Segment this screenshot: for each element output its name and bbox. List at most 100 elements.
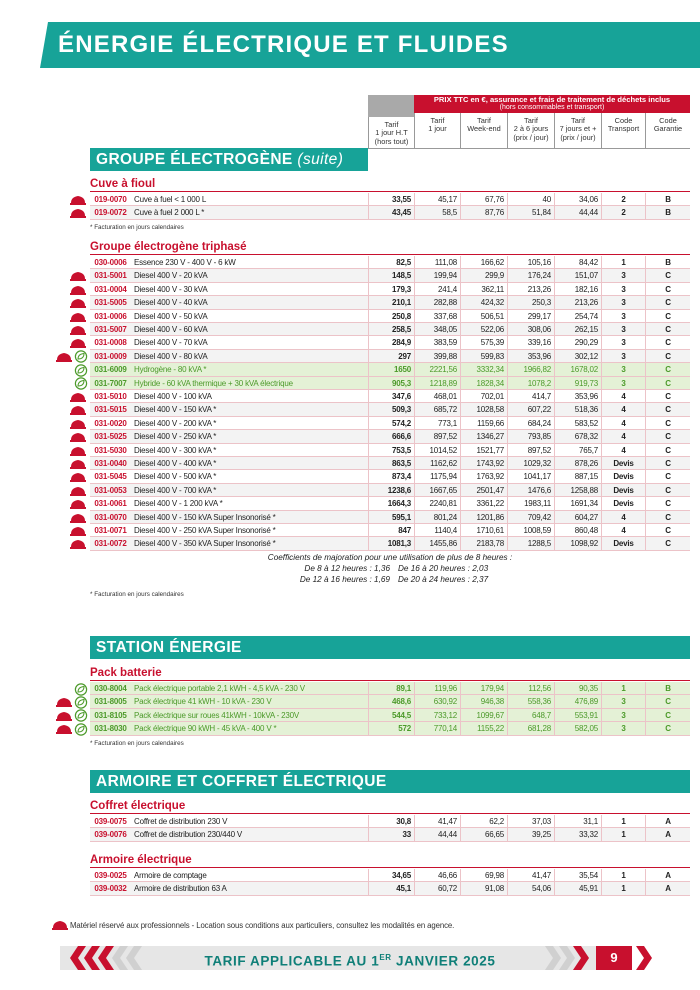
group-title: Pack batterie [90,666,690,681]
coefficient: De 20 à 24 heures : 2,37 [398,574,489,584]
price-cell: 1667,65 [414,483,460,497]
helmet-icon [70,272,86,282]
item-description: Diesel 400 V - 350 kVA Super Insonorisé … [134,539,276,549]
item-code: 031-0053 [94,485,127,495]
coefficient: De 8 à 12 heures : 1,36 [304,563,390,573]
price-cell: 33,55 [368,193,414,206]
price-cell: 33 [368,828,414,841]
price-cell: C [645,457,690,470]
price-cell: 4 [601,416,645,430]
price-cell: C [645,537,690,550]
item-code: 031-5005 [94,298,127,308]
price-header: PRIX TTC en €, assurance et frais de tra… [414,95,690,113]
tariff-text: TARIF APPLICABLE AU 1 [204,953,380,969]
table-row: 039-0075 Coffret de distribution 230 V 30,… [90,815,690,829]
column-header: Tarif 2 à 6 jours (prix / jour) [507,113,554,148]
price-cell: 348,05 [414,323,460,336]
price-cell: 1 [601,256,645,269]
price-cell: 2221,56 [414,363,460,376]
leaf-icon [74,709,88,722]
price-cell: 897,52 [414,430,460,443]
table-row: 031-0020 Diesel 400 V - 200 kVA * 574,2 773… [90,416,690,431]
table-row: 031-8030 Pack électrique 90 kWH - 45 kVA … [90,722,690,736]
helmet-icon [56,352,72,362]
item-description: Diesel 400 V - 80 kVA [134,351,208,361]
table-row: 031-5015 Diesel 400 V - 150 kVA * 509,3 685… [90,403,690,417]
table-row: 030-0006 Essence 230 V - 400 V - 6 kW 82,5… [90,256,690,270]
column-header-line: (prix / jour) [513,132,549,142]
price-cell: 1828,34 [460,376,507,389]
column-header-line: Tarif [571,116,585,125]
helmet-icon [70,326,86,335]
price-cell: 182,16 [554,282,601,296]
price-cell: 31,1 [554,815,601,828]
item-description: Diesel 400 V - 500 kVA * [134,472,217,482]
price-cell: 308,06 [507,323,554,336]
helmet-icon [70,339,86,349]
item-code: 030-8004 [94,684,127,693]
price-cell: 3361,22 [460,497,507,510]
price-cell: 2183,78 [460,537,507,550]
price-cell: B [645,256,690,269]
price-cell: 753,5 [368,443,414,456]
price-cell: 111,08 [414,256,460,269]
table-row: 031-6009 Hydrogène - 80 kVA * 1650 2221,56 3… [90,363,690,377]
price-cell: 666,6 [368,430,414,443]
item-code: 031-5045 [94,472,127,482]
price-cell: 1743,92 [460,457,507,470]
price-cell: B [645,682,690,695]
item-code: 031-0071 [94,526,127,535]
price-cell: A [645,882,690,895]
section-title: STATION ÉNERGIE [96,639,242,656]
item-description: Coffret de distribution 230/440 V [134,830,242,840]
table-row: 031-0040 Diesel 400 V - 400 kVA * 863,5 116… [90,457,690,471]
page-number-box [596,946,632,970]
item-code: 031-5030 [94,445,127,455]
item-code: 039-0032 [94,884,127,894]
header-line [368,148,690,149]
item-description: Armoire de distribution 63 A [134,884,227,894]
table-row: 031-0072 Diesel 400 V - 350 kVA Super Ins… [90,537,690,551]
price-cell: 91,08 [460,882,507,895]
price-cell: 3 [601,695,645,708]
price-cell: 1081,3 [368,537,414,550]
helmet-icon [56,711,72,721]
item-description: Essence 230 V - 400 V - 6 kW [134,258,236,267]
price-cell: 544,5 [368,708,414,722]
price-subtitle: (hors consommables et transport) [499,104,605,111]
footer-chevrons-gray [112,946,575,970]
item-description: Pack électrique sur roues 41kWH - 10kVA … [134,710,299,720]
item-description: Diesel 400 V - 200 kVA * [134,418,217,428]
helmet-icon [56,725,72,735]
price-cell: Devis [601,483,645,497]
price-cell: 383,59 [414,336,460,349]
note: * Facturation en jours calendaires [90,590,184,598]
price-cell: 66,65 [460,828,507,841]
price-cell: A [645,815,690,828]
price-cell: C [645,309,690,322]
price-cell: 946,38 [460,695,507,708]
price-cell: 51,84 [507,206,554,219]
price-cell: 1008,59 [507,524,554,537]
price-cell: 506,51 [460,309,507,322]
price-cell: 1078,2 [507,376,554,389]
price-cell: 2 [601,193,645,206]
price-cell: 1966,82 [507,363,554,376]
price-cell: 41,47 [507,869,554,882]
price-cell: 1 [601,869,645,882]
coefficient: De 16 à 20 heures : 2,03 [398,563,489,573]
leaf-icon [74,363,88,377]
item-description: Diesel 400 V - 20 kVA [134,271,208,281]
price-cell: 860,48 [554,524,601,537]
table-row: 031-0008 Diesel 400 V - 70 kVA 284,9 383,59… [90,336,690,350]
item-description: Cuve à fuel < 1 000 L [134,195,207,204]
item-description: Diesel 400 V - 30 kVA [134,284,208,294]
column-header-line: Tarif [524,116,538,125]
price-cell: C [645,363,690,376]
helmet-icon [70,299,86,309]
price-cell: C [645,403,690,416]
helmet-icon [70,473,86,483]
price-cell: 84,42 [554,256,601,269]
price-cell: 424,32 [460,296,507,309]
